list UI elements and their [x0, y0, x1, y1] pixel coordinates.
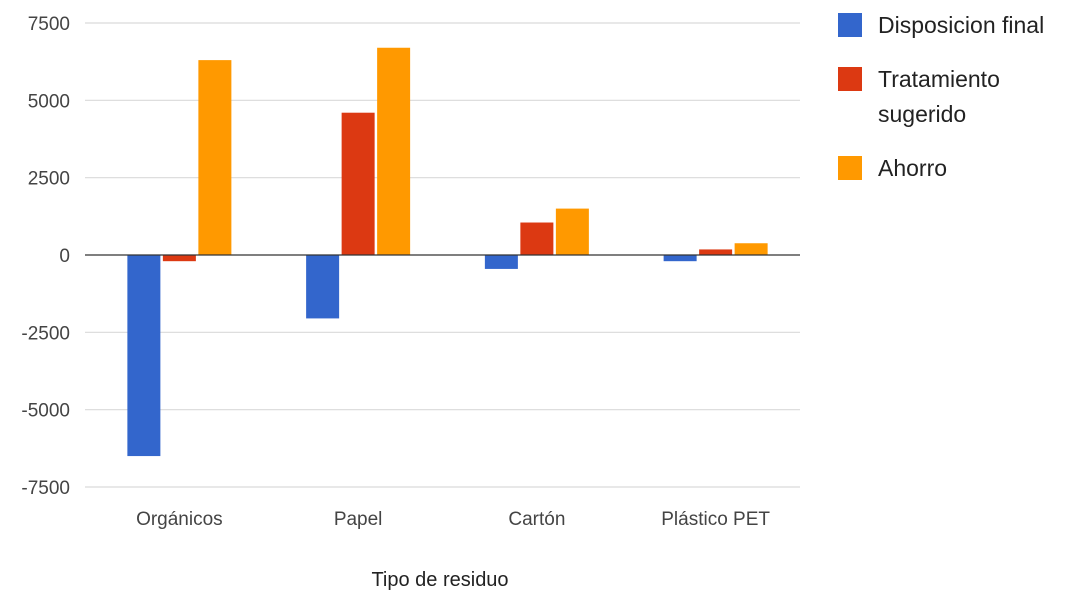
- bar-0-1[interactable]: [162, 255, 196, 262]
- legend[interactable]: Disposicion final Tratamiento sugerido Ahor…: [838, 12, 1044, 181]
- y-tick-label: -7500: [21, 478, 70, 499]
- y-tick-label: -2500: [21, 323, 70, 344]
- legend-label: sugerido: [878, 101, 966, 127]
- bar-1-2[interactable]: [377, 47, 411, 255]
- x-tick-label: Plástico PET: [661, 509, 770, 530]
- bar-3-0[interactable]: [663, 255, 697, 262]
- x-axis-title: Tipo de residuo: [371, 569, 508, 591]
- x-tick-label: Orgánicos: [136, 509, 223, 530]
- y-tick-label: 5000: [28, 91, 70, 112]
- bar-1-0[interactable]: [306, 255, 340, 319]
- legend-label: Tratamiento: [878, 66, 1000, 92]
- x-tick-label: Papel: [334, 509, 383, 530]
- legend-swatch: [838, 67, 862, 91]
- bar-2-1[interactable]: [520, 222, 554, 255]
- legend-swatch: [838, 13, 862, 37]
- y-axis-tick-labels: 7500 5000 2500 0 -2500 -5000 -7500: [21, 14, 70, 499]
- y-tick-label: -5000: [21, 401, 70, 422]
- bar-0-0[interactable]: [127, 255, 161, 457]
- bar-3-2[interactable]: [734, 243, 768, 255]
- bars: [127, 47, 768, 457]
- bar-1-1[interactable]: [341, 112, 375, 255]
- y-tick-label: 0: [59, 246, 70, 267]
- legend-label: Disposicion final: [878, 12, 1044, 38]
- legend-swatch: [838, 156, 862, 180]
- x-tick-label: Cartón: [508, 509, 565, 530]
- bar-0-2[interactable]: [198, 60, 232, 256]
- legend-label: Ahorro: [878, 155, 947, 181]
- bar-3-1[interactable]: [699, 249, 733, 255]
- bar-2-0[interactable]: [484, 255, 518, 269]
- bar-2-2[interactable]: [555, 208, 589, 255]
- y-tick-label: 7500: [28, 14, 70, 35]
- y-tick-label: 2500: [28, 169, 70, 190]
- x-axis-tick-labels: Orgánicos Papel Cartón Plástico PET: [136, 509, 770, 530]
